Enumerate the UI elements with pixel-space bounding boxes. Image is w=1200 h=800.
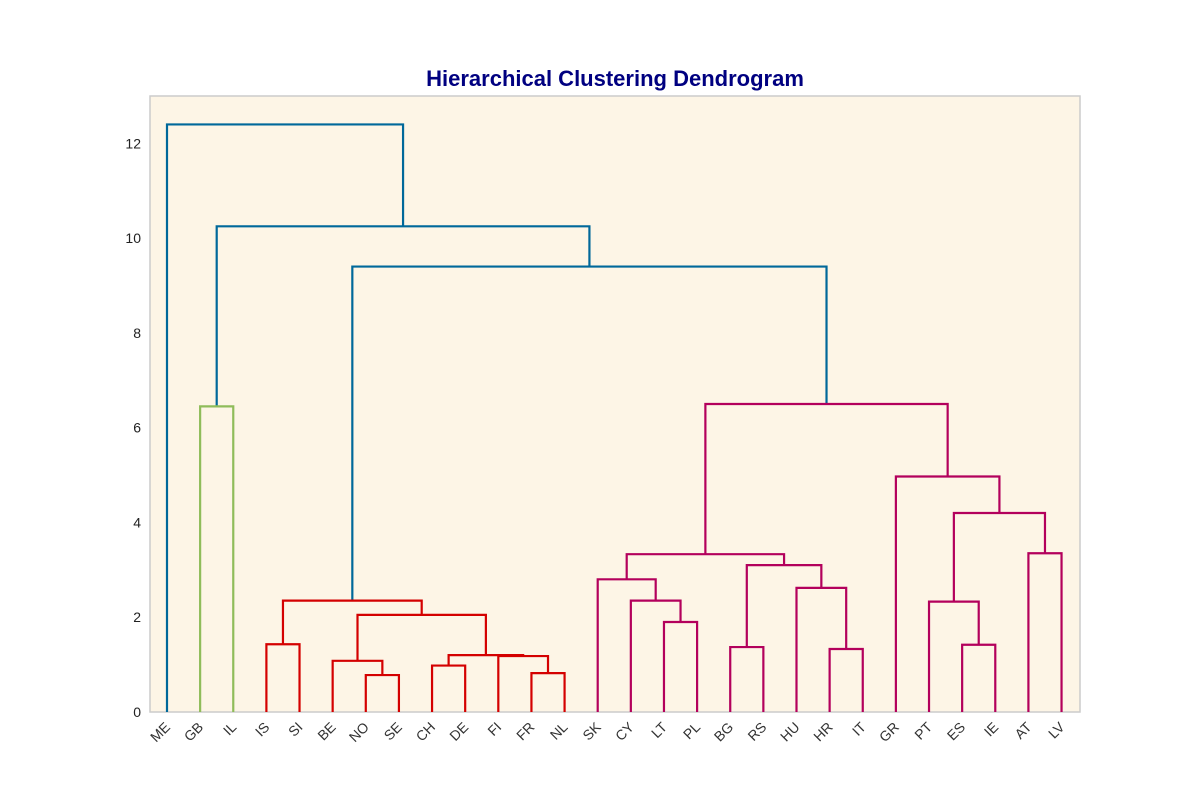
dendrogram-link-c_cylt xyxy=(629,599,682,712)
x-tick-label: NO xyxy=(346,719,372,745)
dendrogram-link-c_nose xyxy=(364,673,401,712)
dendrogram-link-c_bgrs xyxy=(729,645,765,712)
dendrogram-link-c_hrit xyxy=(828,647,864,712)
chart-title: Hierarchical Clustering Dendrogram xyxy=(426,66,804,91)
x-tick-label: SI xyxy=(285,719,306,740)
x-tick-label: SE xyxy=(381,719,406,744)
dendrogram-link-c_ltpl xyxy=(662,620,699,712)
y-tick-label: 0 xyxy=(133,704,141,720)
x-tick-label: FI xyxy=(484,719,504,739)
y-tick-label: 12 xyxy=(125,135,141,151)
y-axis: 0 2 4 6 8 10 12 xyxy=(125,135,141,720)
x-tick-label: IS xyxy=(252,719,273,740)
dendrogram-link-c_chde xyxy=(430,664,467,712)
dendrogram-link-c_esie xyxy=(961,643,997,712)
x-tick-label: IL xyxy=(220,719,240,739)
x-tick-label: BE xyxy=(314,719,339,744)
x-tick-label: HR xyxy=(810,719,836,745)
dendrogram-link-c_magA xyxy=(625,553,786,580)
x-tick-label: IE xyxy=(981,719,1002,740)
dendrogram-link-c_east xyxy=(745,564,823,648)
dendrogram-links xyxy=(165,123,1063,712)
dendrogram-link-c_red2 xyxy=(356,613,487,661)
dendrogram-link-c_skclt xyxy=(596,578,657,712)
dendrogram-link-c_gbil xyxy=(199,405,235,712)
dendrogram-link-c3 xyxy=(351,265,828,601)
dendrogram-link-root-0 xyxy=(165,123,405,712)
x-tick-label: CH xyxy=(413,719,439,745)
x-tick-label: IT xyxy=(849,718,869,738)
dendrogram-link-c_issi xyxy=(265,643,301,712)
x-tick-label: SK xyxy=(579,718,604,743)
x-tick-label: AT xyxy=(1011,718,1035,742)
x-tick-label: HU xyxy=(777,719,803,745)
x-tick-label: PL xyxy=(680,719,704,743)
y-tick-label: 2 xyxy=(133,609,141,625)
x-tick-label: NL xyxy=(547,719,571,743)
y-tick-label: 4 xyxy=(133,514,141,530)
x-tick-label: BG xyxy=(711,719,737,745)
x-tick-label: FR xyxy=(513,719,538,744)
dendrogram-link-c_south xyxy=(952,511,1047,602)
x-tick-label: GB xyxy=(181,719,207,745)
dendrogram-link-c2 xyxy=(215,225,591,407)
x-tick-label: LV xyxy=(1045,718,1068,741)
dendrogram-link-c_ptie xyxy=(927,600,980,712)
x-tick-label: ME xyxy=(147,719,173,745)
x-tick-label: LT xyxy=(648,719,670,741)
dendrogram-link-c_huit xyxy=(795,586,848,712)
dendrogram-link-c_red xyxy=(281,599,423,645)
x-tick-label: PT xyxy=(911,718,935,742)
y-tick-label: 10 xyxy=(125,230,141,246)
dendrogram-link-c_mag xyxy=(704,402,949,555)
x-tick-label: DE xyxy=(446,719,471,744)
x-axis: ME GB IL IS SI BE NO SE CH DE FI FR NL SK CY LT PL BG RS HU… xyxy=(147,718,1068,745)
dendrogram-link-c_magB xyxy=(894,475,1001,712)
y-tick-label: 8 xyxy=(133,325,141,341)
x-tick-label: GR xyxy=(876,719,902,745)
x-tick-label: ES xyxy=(944,719,969,744)
dendrogram-link-c_red4 xyxy=(497,654,550,712)
dendrogram-link-c_benose xyxy=(331,659,384,712)
x-tick-label: RS xyxy=(744,719,769,744)
dendrogram-link-c_frnl xyxy=(530,672,566,712)
x-tick-label: CY xyxy=(612,718,638,744)
dendrogram-link-c_atlv xyxy=(1027,552,1063,712)
y-tick-label: 6 xyxy=(133,420,141,436)
